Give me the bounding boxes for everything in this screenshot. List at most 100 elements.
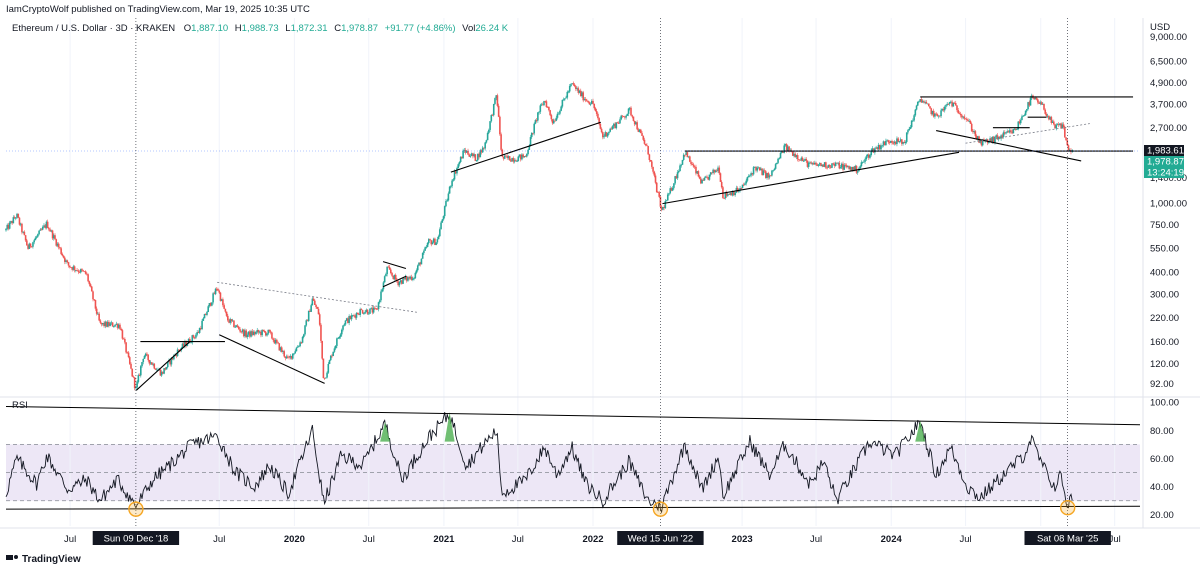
candle-down [655,182,658,193]
candle-down [718,167,721,174]
candle-up [333,348,336,352]
candle-down [586,100,588,102]
candle-up [787,146,789,151]
candle-down [26,240,28,246]
candle-down [711,172,713,174]
candle-down [697,171,700,177]
candle-up [918,101,920,102]
candle-down [249,331,251,337]
candle-down [653,171,656,176]
candle-down [829,166,832,168]
tradingview-logo[interactable]: TradingView [6,554,81,565]
candle-up [304,325,306,335]
candle-up [750,173,752,176]
candle-up [882,141,885,146]
candle-down [224,308,227,312]
candle-up [804,159,806,161]
candle-down [175,354,178,357]
candle-down [936,114,939,117]
candle-up [570,84,572,87]
candle-down [1065,137,1067,141]
candle-down [502,156,505,159]
candle-down [353,315,355,317]
publisher-line: IamCryptoWolf published on TradingView.c… [6,4,310,15]
candle-up [338,336,341,339]
candle-down [975,135,978,140]
time-axis[interactable]: JulJul2020Jul2021Jul20222023Jul2024Jul2J… [64,534,1121,545]
price-axis[interactable]: 9,000.00 6,500.00 4,900.00 3,700.00 2,700.00… [1150,32,1187,390]
candle-down [644,143,647,146]
candle-up [196,332,198,335]
price-axis-tick-label: 92.00 [1150,379,1174,390]
candle-down [887,140,890,143]
price-axis-tick-label: 1,000.00 [1150,198,1187,209]
candle-up [856,171,859,173]
candle-down [193,337,196,339]
candle-up [345,318,348,321]
candle-up [809,162,811,164]
tradingview-brand-text: TradingView [22,554,81,565]
currency-label: USD [1150,22,1170,33]
candle-up [8,222,11,229]
candle-down [826,167,828,169]
candle-down [972,130,974,133]
candle-up [538,111,540,113]
rsi-levels [6,444,1140,502]
time-axis-tick-label: Jul [810,534,822,545]
candle-up [760,168,762,170]
candle-up [979,139,982,143]
candle-up [628,107,631,109]
rsi-axis[interactable]: 100.00 80.00 60.00 40.00 20.00 [1150,398,1179,522]
price-trendline [662,151,960,205]
candle-down [700,178,702,184]
candle-up [560,106,562,111]
candle-up [807,162,810,167]
candle-up [1055,125,1058,129]
candle-down [390,269,392,274]
candle-down [693,166,696,168]
candle-up [475,160,478,161]
candle-up [19,223,22,225]
rsi-overbought-highlight [444,412,455,442]
candle-down [725,192,728,196]
candle-down [660,206,663,210]
candle-up [298,346,300,347]
time-axis-tick-label: 2022 [582,534,603,545]
candle-up [409,276,412,279]
candle-down [46,221,49,229]
candle-down [146,353,148,355]
candle-up [307,310,310,322]
candle-up [380,291,382,301]
candle-down [815,162,817,165]
candle-up [250,331,252,337]
candle-down [105,321,108,327]
candle-up [415,270,418,273]
candle-down [769,175,772,177]
candle-down [271,332,273,339]
candle-up [669,188,672,194]
candle-up [459,157,462,163]
candle-down [70,267,72,268]
candle-up [567,91,570,93]
candle-up [539,105,542,112]
candle-down [610,128,613,130]
candle-down [283,351,285,357]
time-axis-tick-label: Jul [64,534,76,545]
candle-down [947,103,950,105]
candle-up [208,303,211,307]
candle-up [793,153,795,156]
candle-down [48,228,50,230]
candle-up [97,313,99,315]
candle-down [876,147,879,150]
candle-down [120,328,122,331]
candle-up [261,329,263,336]
candle-up [909,127,912,129]
candle-down [1044,109,1047,114]
candle-up [481,147,484,153]
candle-up [15,217,17,219]
candle-down [213,293,216,295]
candle-down [225,311,228,316]
candle-down [970,123,973,131]
candle-up [898,141,901,143]
